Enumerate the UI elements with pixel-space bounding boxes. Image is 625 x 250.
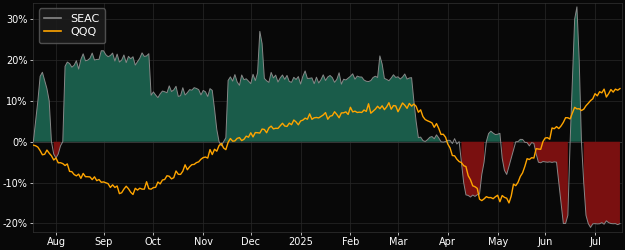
Legend: SEAC, QQQ: SEAC, QQQ [39,8,105,43]
